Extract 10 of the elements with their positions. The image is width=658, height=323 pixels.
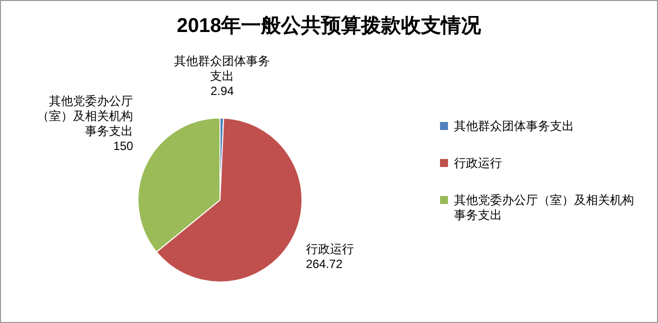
data-label: 150 <box>113 138 134 153</box>
data-label: 264.72 <box>306 257 343 272</box>
data-label: 2.94 <box>210 84 234 98</box>
legend-label: 其他群众团体事务支出 <box>454 119 574 133</box>
slice-label: 行政运行 <box>306 242 354 256</box>
legend-label: 行政运行 <box>454 156 502 170</box>
slice-label: 其他群众团体事务支出 <box>174 54 270 84</box>
legend-label: 其他党委办公厅（室）及相关机构事务支出 <box>454 193 634 222</box>
chart-title: 2018年一般公共预算拨款收支情况 <box>176 15 482 37</box>
slice-label: 其他党委办公厅 （室）及相关机构 事务支出 <box>37 94 134 138</box>
